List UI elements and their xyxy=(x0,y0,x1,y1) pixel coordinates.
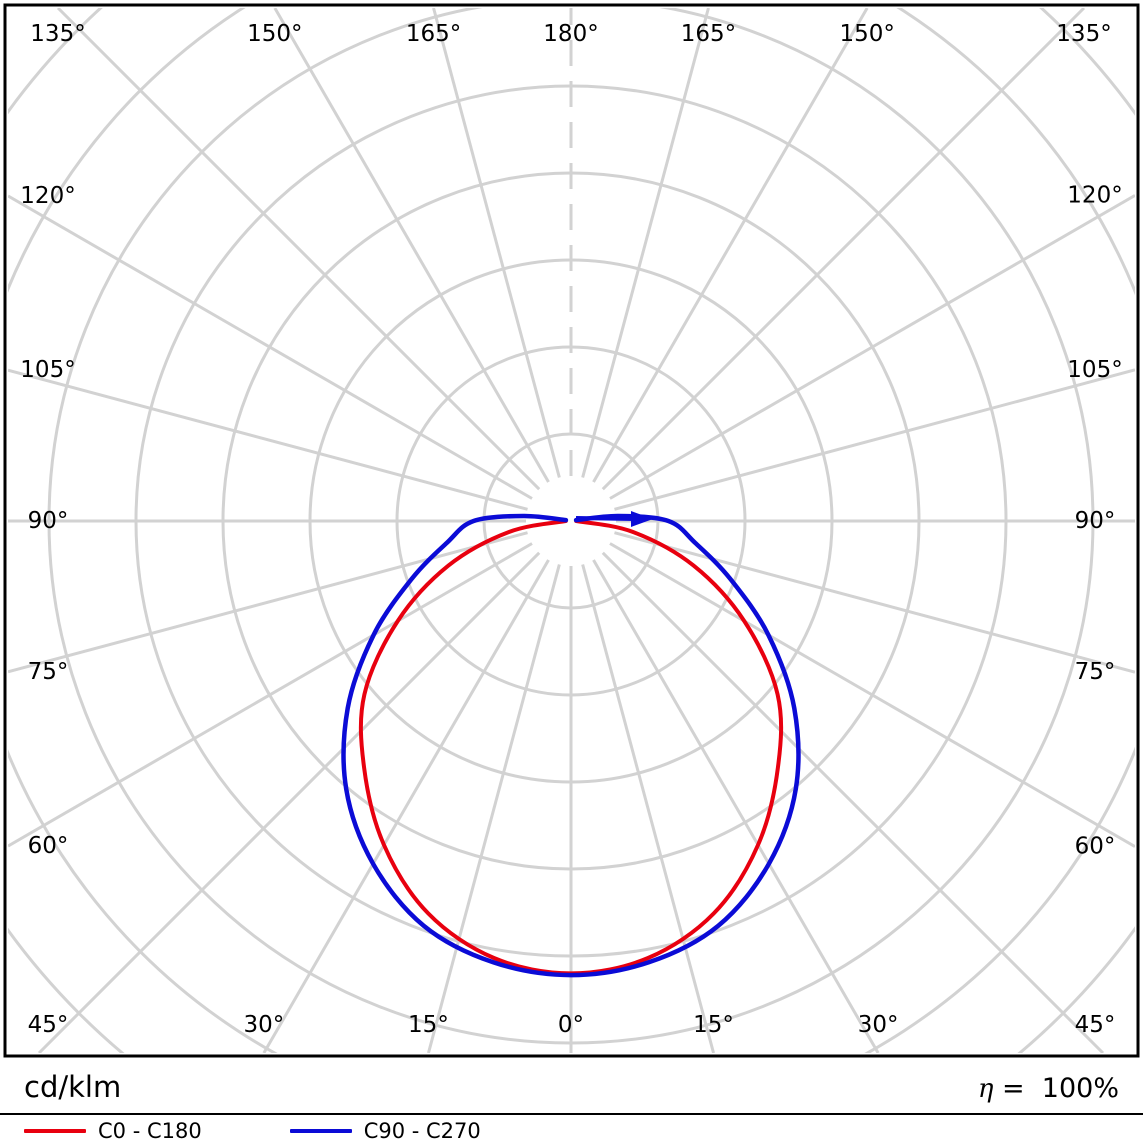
efficiency-value: η = 100% xyxy=(977,1073,1119,1104)
plot-border xyxy=(3,3,1140,1058)
units-row: cd/klm η = 100% xyxy=(0,1058,1143,1104)
angle-tick-label: 150° xyxy=(247,21,302,47)
grid-ray xyxy=(273,8,550,483)
grid-ray xyxy=(592,8,869,483)
angle-tick-label: 105° xyxy=(20,357,75,383)
direction-arrow-icon xyxy=(631,511,653,527)
angle-tick-label: 165° xyxy=(406,21,461,47)
angle-tick-label: 90° xyxy=(1075,508,1116,534)
angle-tick-label: 135° xyxy=(1056,21,1111,47)
angle-tick-label: 165° xyxy=(681,21,736,47)
grid-ray xyxy=(581,8,710,478)
grid-ray xyxy=(614,368,1135,511)
eta-symbol: η xyxy=(977,1074,994,1104)
angle-tick-label: 0° xyxy=(558,1012,584,1038)
grid-ray xyxy=(8,194,533,500)
grid-ray xyxy=(614,531,1135,674)
legend-item-c90-c270: C90 - C270 xyxy=(289,1119,481,1143)
angle-tick-label: 75° xyxy=(28,659,69,685)
c0-c180-label: C0 - C180 xyxy=(98,1119,202,1143)
angle-tick-label: 150° xyxy=(839,21,894,47)
angle-tick-label: 120° xyxy=(20,183,75,209)
grid-ray xyxy=(8,542,533,848)
angle-tick-label: 60° xyxy=(28,833,69,859)
grid-ray xyxy=(56,8,541,491)
grid-ray xyxy=(8,531,528,674)
grid-ray xyxy=(601,8,1086,491)
legend: C0 - C180 C90 - C270 xyxy=(0,1113,1143,1143)
c0-c180-color-swatch xyxy=(24,1129,86,1133)
angle-tick-label: 30° xyxy=(243,1012,284,1038)
angle-tick-label: 30° xyxy=(858,1012,899,1038)
angle-tick-label: 135° xyxy=(30,21,85,47)
grid-ray xyxy=(8,368,528,511)
grid-ray xyxy=(37,551,541,1053)
c90-c270-label: C90 - C270 xyxy=(363,1119,481,1143)
angle-tick-label: 180° xyxy=(543,21,598,47)
c90-c270-color-swatch xyxy=(289,1129,352,1133)
angle-tick-label: 15° xyxy=(693,1012,734,1038)
grid-ray xyxy=(609,542,1135,848)
angle-tick-label: 15° xyxy=(408,1012,449,1038)
grid-ray xyxy=(601,551,1105,1053)
units-label: cd/klm xyxy=(24,1070,122,1104)
grid-ray xyxy=(432,8,561,478)
polar-grid xyxy=(8,8,1135,1053)
angle-tick-label: 90° xyxy=(28,508,69,534)
angle-tick-label: 75° xyxy=(1075,659,1116,685)
grid-ray xyxy=(262,559,550,1053)
grid-ray xyxy=(427,564,561,1053)
chart-footer: cd/klm η = 100% C0 - C180 C90 - C270 xyxy=(0,1058,1143,1143)
c90-c270-curve xyxy=(341,513,801,978)
direction-arrow-shaft xyxy=(575,516,636,521)
legend-item-c0-c180: C0 - C180 xyxy=(24,1119,202,1143)
angle-tick-label: 45° xyxy=(28,1012,69,1038)
grid-ray xyxy=(592,559,880,1053)
angle-tick-label: 60° xyxy=(1075,834,1116,860)
angle-tick-label: 45° xyxy=(1075,1012,1116,1038)
polar-chart-svg: 0° 15° 15° 30° 30° 45° 45° 60° 60° 75° 75° 90° 90° 10… xyxy=(3,3,1140,1058)
grid-ray xyxy=(609,194,1135,500)
grid-ray xyxy=(581,564,715,1053)
angle-tick-label: 105° xyxy=(1067,357,1122,383)
angle-tick-label: 120° xyxy=(1067,182,1122,208)
